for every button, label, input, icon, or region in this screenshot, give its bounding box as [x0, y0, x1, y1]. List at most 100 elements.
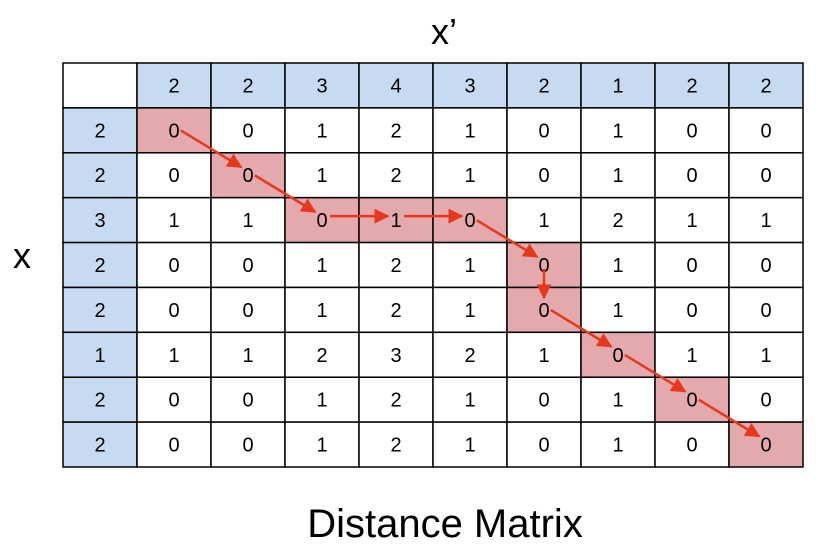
- matrix-cell-box: [728, 152, 804, 199]
- matrix-cell-box: [358, 331, 434, 378]
- matrix-cell-box: [580, 376, 656, 423]
- x-header-cell-box: [62, 421, 138, 468]
- matrix-cell: 0: [210, 107, 286, 154]
- matrix-cell: 1: [284, 421, 360, 468]
- matrix-cell-value: 1: [316, 435, 327, 457]
- matrix-cell-value: 1: [242, 210, 253, 232]
- matrix-cell-box: [358, 376, 434, 423]
- matrix-cell-box: [506, 107, 582, 154]
- matrix-cell: 1: [654, 331, 730, 378]
- matrix-cell: 1: [210, 331, 286, 378]
- matrix-cell-value: 0: [538, 390, 549, 412]
- x-header-cell-value: 2: [94, 120, 105, 142]
- matrix-cell: 1: [432, 152, 508, 199]
- matrix-cell: 2: [432, 331, 508, 378]
- warp-path-cell-value: 1: [390, 210, 401, 232]
- matrix-cell-value: 0: [686, 300, 697, 322]
- matrix-cell-value: 1: [316, 300, 327, 322]
- matrix-cell-box: [580, 107, 656, 154]
- matrix-cell: 0: [728, 152, 804, 199]
- matrix-cell-box: [284, 152, 360, 199]
- x-header-cell-value: 2: [94, 435, 105, 457]
- warp-path-cell: 0: [136, 107, 212, 154]
- matrix-cell-value: 1: [464, 435, 475, 457]
- x-prime-header-cell: 1: [580, 62, 656, 109]
- x-header-cell: 1: [62, 331, 138, 378]
- matrix-cell: 0: [506, 421, 582, 468]
- x-header-cell-value: 2: [94, 165, 105, 187]
- x-header-cell: 2: [62, 241, 138, 289]
- matrix-cell-box: [654, 241, 730, 289]
- matrix-cell-box: [210, 421, 286, 468]
- matrix-cell-box: [432, 421, 508, 468]
- matrix-cell: 1: [728, 331, 804, 378]
- x-prime-header-cell-value: 2: [760, 75, 771, 97]
- x-header-cell: 2: [62, 152, 138, 199]
- matrix-cell-value: 0: [242, 390, 253, 412]
- warp-path-arrow: [698, 398, 761, 438]
- matrix-cell-value: 2: [390, 120, 401, 142]
- matrix-cell: 1: [580, 376, 656, 423]
- matrix-cell-value: 1: [168, 210, 179, 232]
- matrix-cell-value: 0: [760, 120, 771, 142]
- matrix-cell-value: 1: [316, 390, 327, 412]
- x-prime-header-cell: 3: [432, 62, 508, 109]
- matrix-cell-value: 1: [464, 165, 475, 187]
- matrix-cell: 0: [136, 241, 212, 289]
- matrix-cell-value: 1: [612, 390, 623, 412]
- matrix-cell-value: 0: [242, 255, 253, 277]
- matrix-cell-box: [506, 376, 582, 423]
- matrix-cell-value: 0: [242, 120, 253, 142]
- x-header-cell-box: [62, 376, 138, 423]
- matrix-cell: 0: [506, 152, 582, 199]
- matrix-cell: 1: [432, 286, 508, 334]
- matrix-cell-box: [580, 241, 656, 289]
- x-prime-header-cell-value: 3: [464, 75, 475, 97]
- matrix-cell: 0: [728, 107, 804, 154]
- matrix-cell: 0: [654, 421, 730, 468]
- x-prime-header-cell-value: 2: [538, 75, 549, 97]
- matrix-cell-box: [210, 286, 286, 334]
- x-prime-header-cell-value: 2: [686, 75, 697, 97]
- x-prime-header-cell: 2: [654, 62, 730, 109]
- matrix-cell: 1: [284, 376, 360, 423]
- x-header-cell-box: [62, 152, 138, 199]
- matrix-cell: 1: [654, 196, 730, 244]
- x-header-cell-value: 2: [94, 300, 105, 322]
- matrix-cell: 2: [358, 107, 434, 154]
- warping-path-arrows: [180, 129, 761, 438]
- matrix-cell-value: 0: [242, 435, 253, 457]
- matrix-cell: 2: [358, 376, 434, 423]
- matrix-cell-value: 0: [168, 165, 179, 187]
- warp-path-cell-box: [728, 421, 804, 468]
- matrix-cell-box: [432, 286, 508, 334]
- matrix-cell-box: [654, 421, 730, 468]
- matrix-cell: 2: [580, 196, 656, 244]
- matrix-grid: 2 2 3 4 3 2 1 2 2 2 0 0 1 2 1 0 1 0 0 2 0 0 1 2 1 0 1 0 0 3 1 1 0 1 0 1 2 1 1 2…: [62, 62, 804, 468]
- matrix-cell-value: 0: [760, 300, 771, 322]
- matrix-cell: 3: [358, 331, 434, 378]
- matrix-cell: 0: [210, 286, 286, 334]
- matrix-cell: 0: [728, 286, 804, 334]
- matrix-cell: 2: [358, 241, 434, 289]
- matrix-cell: 1: [432, 107, 508, 154]
- matrix-cell-value: 0: [242, 300, 253, 322]
- matrix-cell: 0: [136, 152, 212, 199]
- x-prime-header-cell: 2: [728, 62, 804, 109]
- matrix-cell-value: 1: [686, 210, 697, 232]
- matrix-cell-box: [506, 331, 582, 378]
- warp-path-cell: 0: [284, 196, 360, 244]
- matrix-cell-value: 1: [168, 345, 179, 367]
- warp-path-cell-value: 0: [242, 165, 253, 187]
- matrix-cell-value: 1: [760, 345, 771, 367]
- warp-path-cell: 0: [728, 421, 804, 468]
- matrix-cell-value: 0: [538, 435, 549, 457]
- matrix-cell-box: [728, 241, 804, 289]
- matrix-cell: 0: [136, 376, 212, 423]
- matrix-cell-value: 0: [168, 435, 179, 457]
- warp-path-arrow: [254, 174, 317, 214]
- x-prime-header-cell-value: 1: [612, 75, 623, 97]
- matrix-cell-value: 2: [464, 345, 475, 367]
- matrix-cell: 1: [728, 196, 804, 244]
